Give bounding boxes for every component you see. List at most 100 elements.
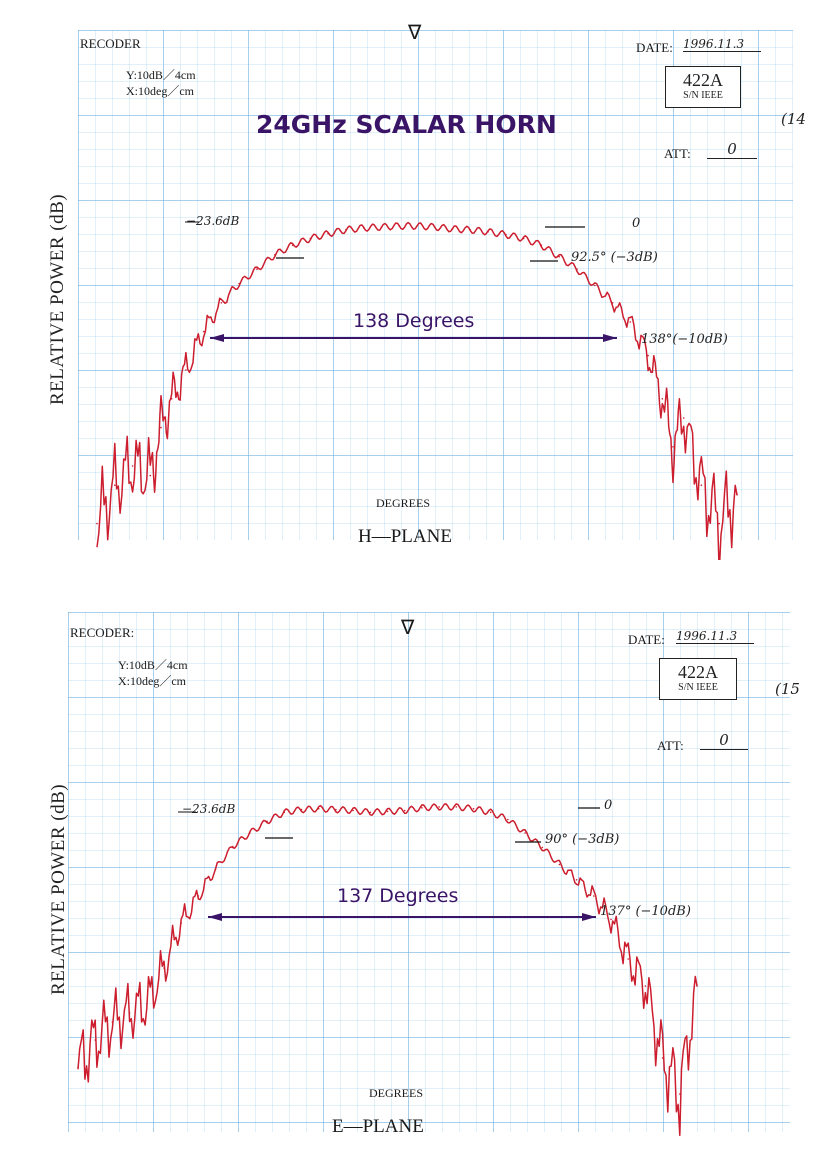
- zero-mark-h: 0: [632, 216, 641, 231]
- data-point: [455, 806, 458, 808]
- minus3db-h: 92.5° (−3dB): [571, 250, 658, 265]
- data-point: [386, 810, 389, 813]
- data-point: [472, 807, 475, 810]
- data-point: [238, 282, 240, 285]
- data-point: [131, 465, 134, 467]
- arrowhead-right: [582, 913, 596, 921]
- data-point: [345, 229, 347, 231]
- minus10db-e: 137° (−10dB): [600, 904, 691, 919]
- data-point: [611, 302, 614, 304]
- box-main-e: 422A: [678, 662, 718, 682]
- data-point: [163, 967, 165, 969]
- data-point: [180, 922, 182, 924]
- data-point: [327, 232, 329, 235]
- data-point: [96, 522, 98, 525]
- data-point: [274, 254, 276, 256]
- data-point: [541, 846, 544, 849]
- data-point: [575, 879, 578, 881]
- data-point: [114, 484, 116, 487]
- data-point: [317, 807, 320, 810]
- data-point: [416, 225, 418, 227]
- page-title: 24GHz SCALAR HORN: [256, 110, 557, 139]
- data-point: [696, 985, 698, 987]
- data-point: [160, 426, 162, 429]
- box-main-h: 422A: [683, 70, 723, 90]
- data-point: [77, 1066, 79, 1068]
- span-label-h: 138 Degrees: [353, 310, 475, 332]
- data-point: [451, 228, 454, 230]
- arrowhead-left: [208, 913, 222, 921]
- data-point: [214, 868, 217, 870]
- data-point: [610, 918, 612, 921]
- page-number-e: (15: [775, 680, 800, 698]
- data-point: [300, 808, 303, 811]
- data-point: [249, 832, 251, 834]
- data-point: [487, 231, 489, 233]
- minus10db-h: 138°(−10dB): [641, 332, 728, 347]
- x-scale-e: X:10deg／cm: [118, 674, 186, 688]
- recorder-box-e: 422A S/N IEEE: [659, 658, 737, 700]
- date-label-e: DATE:: [628, 632, 665, 647]
- att-value-e: 0: [700, 731, 748, 750]
- data-point: [593, 895, 595, 897]
- data-point: [672, 446, 674, 448]
- marker-h: ∇: [408, 22, 422, 44]
- marker-e: ∇: [401, 617, 415, 639]
- data-point: [266, 820, 268, 823]
- date-value-h: 1996.11.3: [683, 37, 761, 52]
- recorder-label-h: RECODER: [80, 36, 141, 51]
- y-scale-e: Y:10dB／4cm: [118, 658, 188, 672]
- data-point: [736, 494, 738, 496]
- data-point: [540, 244, 543, 246]
- data-point: [469, 229, 472, 231]
- data-point: [111, 1021, 114, 1023]
- data-point: [489, 811, 492, 814]
- data-point: [558, 255, 560, 258]
- pattern-trace: [77, 803, 698, 1137]
- data-point: [647, 354, 649, 357]
- data-point: [335, 808, 337, 811]
- data-point: [679, 1093, 681, 1095]
- data-point: [403, 809, 406, 812]
- data-point: [507, 818, 509, 821]
- data-point: [232, 845, 234, 848]
- data-point: [594, 284, 596, 287]
- att-label-e: ATT:: [657, 738, 684, 753]
- data-point: [505, 233, 507, 236]
- data-point: [661, 1057, 664, 1059]
- date-label-h: DATE:: [636, 40, 673, 55]
- x-axis-label-e: DEGREES: [369, 1086, 423, 1100]
- att-label-h: ATT:: [664, 146, 691, 161]
- data-point: [644, 985, 647, 987]
- x-scale-h: X:10deg／cm: [126, 84, 194, 98]
- data-point: [629, 321, 632, 323]
- box-sub-h: S/N IEEE: [683, 90, 723, 101]
- data-point: [170, 398, 173, 400]
- ref-level-e: −23.6dB: [182, 802, 236, 816]
- data-point: [369, 811, 372, 814]
- recorder-label-e: RECODER:: [70, 625, 135, 640]
- data-point: [682, 417, 685, 419]
- data-point: [398, 225, 401, 227]
- data-point: [434, 226, 436, 228]
- att-value-h: 0: [707, 140, 757, 159]
- data-point: [291, 244, 294, 246]
- arrowhead-left: [210, 334, 224, 342]
- data-point: [202, 330, 205, 333]
- data-point: [362, 227, 365, 229]
- data-point: [438, 806, 440, 808]
- date-value-e: 1996.11.3: [676, 629, 754, 644]
- recorder-box-h: 422A S/N IEEE: [665, 66, 741, 108]
- grid-h: [78, 30, 793, 540]
- x-axis-label-h: DEGREES: [376, 496, 430, 510]
- data-point: [661, 398, 664, 400]
- zero-mark-e: 0: [604, 798, 613, 813]
- data-point: [700, 484, 703, 487]
- plane-label-h: H—PLANE: [358, 526, 452, 547]
- data-point: [522, 237, 525, 240]
- data-point: [220, 302, 223, 304]
- data-point: [197, 895, 200, 897]
- plot-h: [96, 221, 738, 560]
- data-point: [718, 522, 720, 525]
